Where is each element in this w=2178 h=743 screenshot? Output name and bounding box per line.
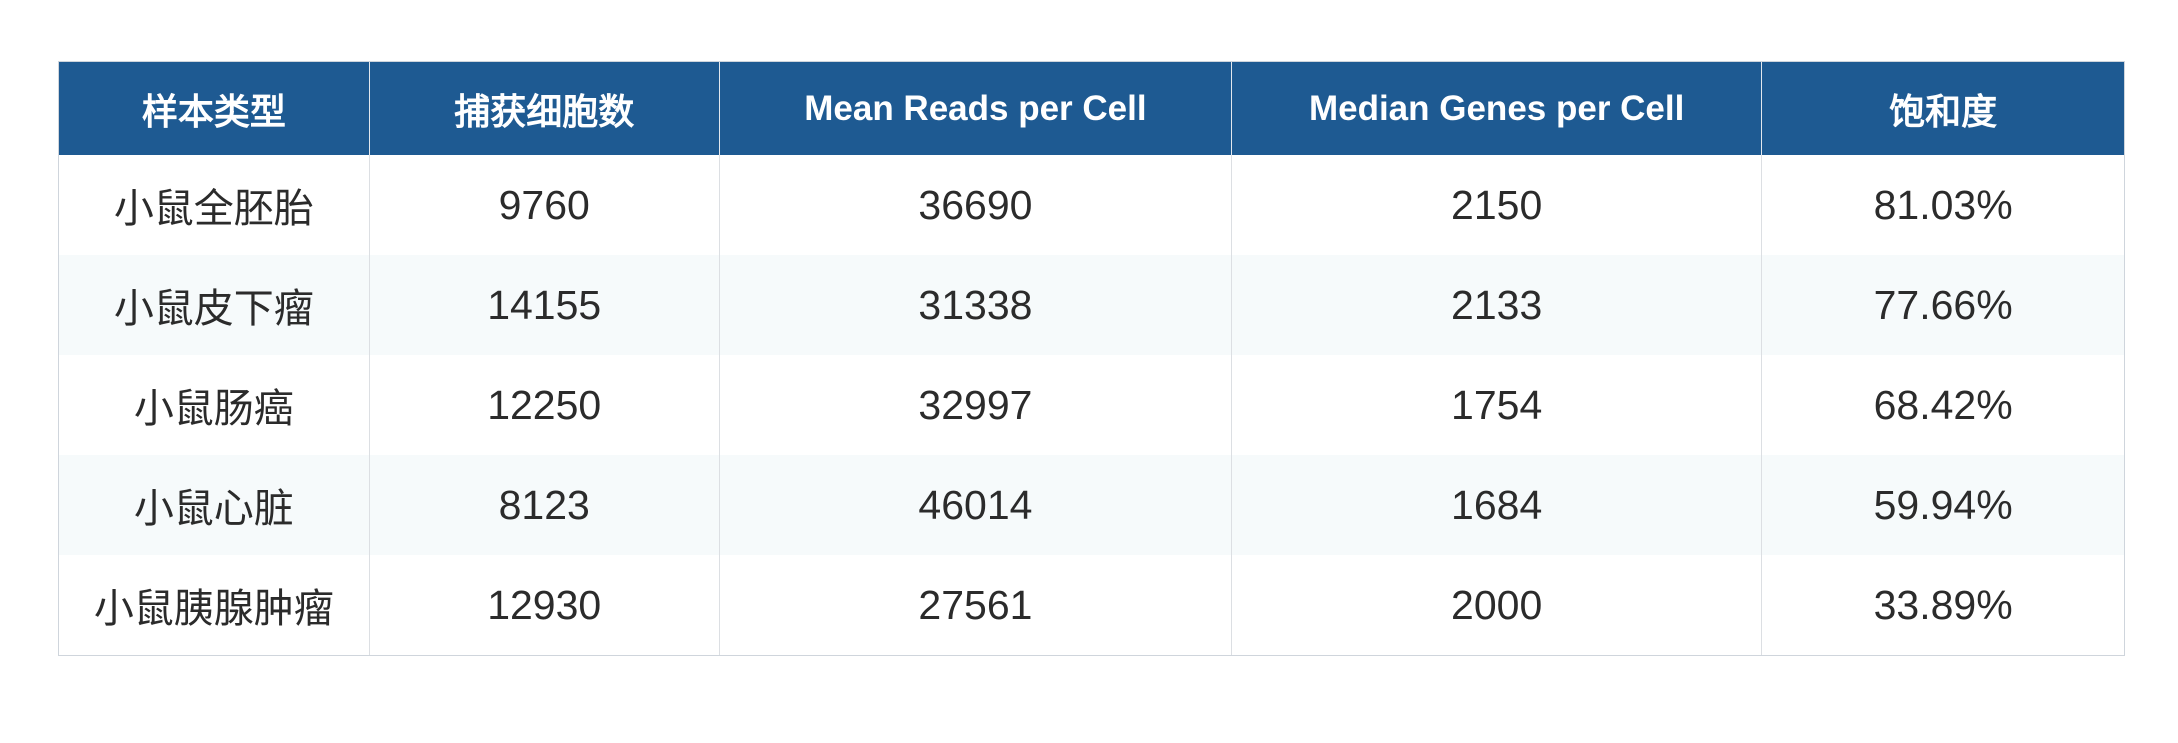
table-header: 样本类型 捕获细胞数 Mean Reads per Cell Median Ge… [59,62,2124,155]
cell-mean-reads: 32997 [719,355,1233,455]
data-table-container: 样本类型 捕获细胞数 Mean Reads per Cell Median Ge… [58,61,2125,656]
cell-sample-type: 小鼠心脏 [59,455,370,555]
cell-median-genes: 2150 [1231,155,1763,255]
header-row: 样本类型 捕获细胞数 Mean Reads per Cell Median Ge… [59,62,2124,155]
cell-captured-cells: 9760 [369,155,720,255]
table-body: 小鼠全胚胎 9760 36690 2150 81.03% 小鼠皮下瘤 14155… [59,155,2124,655]
table-row: 小鼠心脏 8123 46014 1684 59.94% [59,455,2124,555]
cell-sample-type: 小鼠全胚胎 [59,155,370,255]
cell-captured-cells: 12250 [369,355,720,455]
cell-median-genes: 2000 [1231,555,1763,655]
cell-saturation: 81.03% [1873,181,2013,228]
cell-saturation: 68.42% [1873,381,2013,428]
cell-mean-reads: 31338 [719,255,1233,355]
cell-median-genes: 1684 [1231,455,1763,555]
cell-captured-cells: 14155 [369,255,720,355]
cell-saturation: 33.89% [1873,581,2013,628]
column-header-saturation: 饱和度 [1761,62,2124,155]
cell-mean-reads: 27561 [719,555,1233,655]
cell-sample-type: 小鼠肠癌 [59,355,370,455]
cell-mean-reads: 46014 [719,455,1233,555]
cell-captured-cells: 12930 [369,555,720,655]
cell-sample-type: 小鼠胰腺肿瘤 [59,555,370,655]
cell-median-genes: 1754 [1231,355,1763,455]
column-header-median-genes: Median Genes per Cell [1231,62,1763,155]
table-row: 小鼠肠癌 12250 32997 1754 68.42% [59,355,2124,455]
data-table: 样本类型 捕获细胞数 Mean Reads per Cell Median Ge… [59,62,2124,655]
cell-median-genes: 2133 [1231,255,1763,355]
cell-saturation: 59.94% [1761,455,2124,555]
table-row: 小鼠全胚胎 9760 36690 2150 81.03% [59,155,2124,255]
cell-captured-cells: 8123 [369,455,720,555]
column-header-captured-cells: 捕获细胞数 [369,62,720,155]
column-header-mean-reads: Mean Reads per Cell [719,62,1233,155]
cell-sample-type: 小鼠皮下瘤 [59,255,370,355]
cell-mean-reads: 36690 [719,155,1233,255]
cell-saturation: 77.66% [1761,255,2124,355]
column-header-sample-type: 样本类型 [59,62,370,155]
table-row: 小鼠胰腺肿瘤 12930 27561 2000 33.89% [59,555,2124,655]
table-row: 小鼠皮下瘤 14155 31338 2133 77.66% [59,255,2124,355]
